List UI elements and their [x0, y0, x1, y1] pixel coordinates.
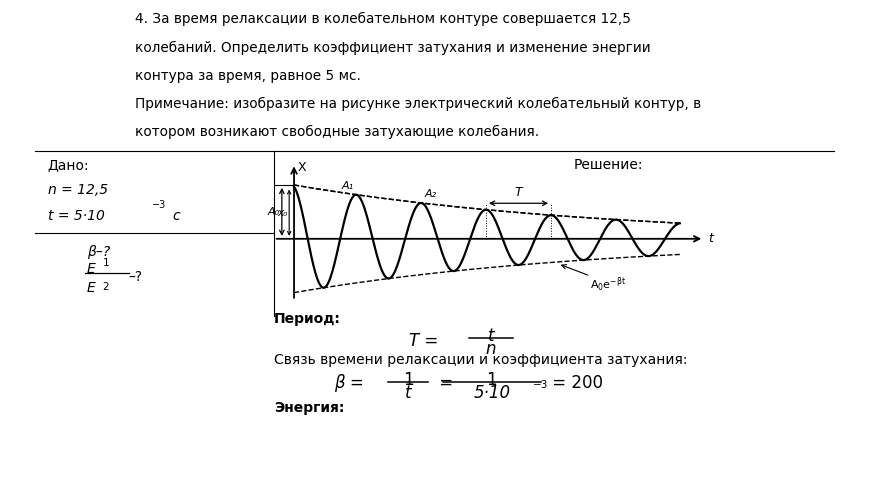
Text: β–?: β–?	[87, 245, 110, 258]
Text: A₁: A₁	[342, 181, 354, 191]
Text: Решение:: Решение:	[574, 158, 643, 172]
Text: E: E	[87, 281, 96, 294]
Text: −3: −3	[533, 380, 548, 390]
Text: t: t	[708, 232, 713, 246]
Text: t: t	[405, 384, 412, 402]
Text: T: T	[514, 186, 522, 199]
Text: Примечание: изобразите на рисунке электрический колебательный контур, в: Примечание: изобразите на рисунке электр…	[135, 97, 700, 111]
Text: 1: 1	[403, 371, 414, 389]
Text: X: X	[298, 161, 307, 174]
Text: –?: –?	[129, 270, 143, 284]
Text: c: c	[172, 209, 180, 223]
Text: β =: β =	[335, 374, 369, 392]
Text: 1: 1	[103, 258, 109, 268]
Text: Связь времени релаксации и коэффициента затухания:: Связь времени релаксации и коэффициента …	[274, 353, 687, 367]
Text: n = 12,5: n = 12,5	[48, 183, 108, 197]
Text: 1: 1	[486, 371, 496, 389]
Text: $\mathregular{A_0e^{-\beta t}}$: $\mathregular{A_0e^{-\beta t}}$	[590, 276, 627, 294]
Text: колебаний. Определить коэффициент затухания и изменение энергии: колебаний. Определить коэффициент затуха…	[135, 41, 650, 55]
Text: n: n	[486, 340, 496, 358]
Text: T =: T =	[408, 332, 443, 350]
Text: A₂: A₂	[425, 189, 437, 199]
Text: x₀: x₀	[278, 208, 288, 218]
Text: t = 5·10: t = 5·10	[48, 209, 104, 223]
Text: котором возникают свободные затухающие колебания.: котором возникают свободные затухающие к…	[135, 125, 539, 139]
Text: Период:: Период:	[274, 312, 341, 326]
Text: контура за время, равное 5 мс.: контура за время, равное 5 мс.	[135, 69, 361, 82]
Text: t: t	[488, 327, 494, 345]
Text: A₀: A₀	[268, 207, 280, 217]
Text: −3: −3	[152, 200, 166, 210]
Text: E: E	[87, 262, 96, 276]
Text: Энергия:: Энергия:	[274, 401, 344, 415]
Text: Дано:: Дано:	[48, 158, 90, 172]
Text: =: =	[434, 374, 459, 392]
Text: 2: 2	[103, 282, 109, 292]
Text: = 200: = 200	[547, 374, 603, 392]
Text: 5·10: 5·10	[474, 384, 511, 402]
Text: 4. За время релаксации в колебательном контуре совершается 12,5: 4. За время релаксации в колебательном к…	[135, 12, 631, 27]
